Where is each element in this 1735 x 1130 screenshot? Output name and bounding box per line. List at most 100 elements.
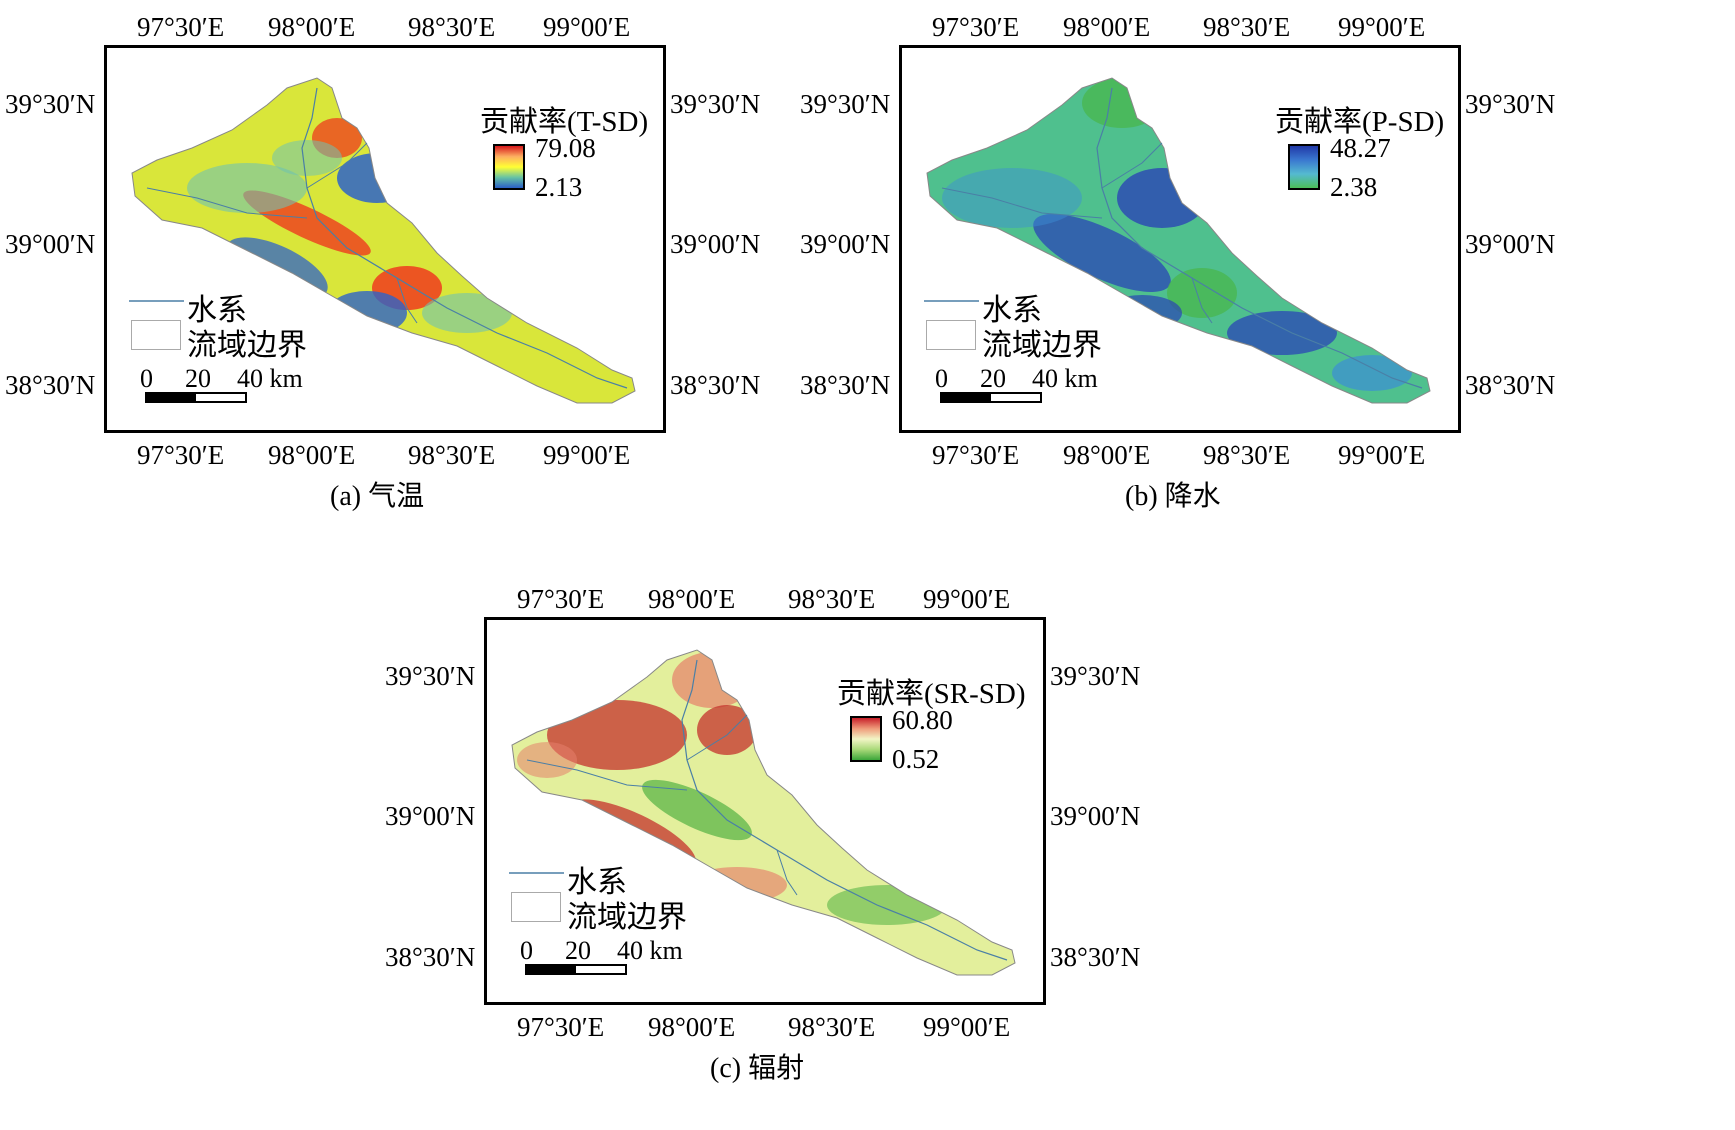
- top-lon-label: 98°30′E: [408, 12, 496, 42]
- left-lat-label: 38°30′N: [5, 370, 96, 400]
- map-frame: 贡献率(P-SD) 48.27 2.38 水系 流域边界 0 20 40 km: [899, 45, 1461, 433]
- scale-bar: [940, 392, 1042, 403]
- map-panel-a: 97°30′E 98°00′E 98°30′E 99°00′E 39°30′N …: [0, 0, 780, 560]
- bottom-lon-label: 99°00′E: [923, 1012, 1011, 1042]
- scale-bar: [525, 964, 627, 975]
- map-frame: 贡献率(T-SD) 79.08 2.13 水系 流域边界 0 20 40 km: [104, 45, 666, 433]
- basin-map: [926, 77, 1431, 404]
- river-legend-label: 水系: [567, 866, 627, 899]
- boundary-legend-box: [131, 320, 181, 350]
- left-lat-label: 39°00′N: [385, 801, 476, 831]
- scale-label: 20: [565, 936, 591, 965]
- top-lon-label: 97°30′E: [517, 584, 605, 614]
- raster-patch: [1082, 78, 1162, 128]
- scale-label: 20: [980, 364, 1006, 393]
- right-lat-label: 38°30′N: [1050, 942, 1141, 972]
- bottom-lon-label: 98°00′E: [268, 440, 356, 470]
- left-lat-label: 38°30′N: [800, 370, 891, 400]
- bottom-lon-label: 98°30′E: [1203, 440, 1291, 470]
- right-lat-label: 39°30′N: [670, 89, 761, 119]
- raster-patch: [1117, 168, 1207, 228]
- top-lon-label: 99°00′E: [923, 584, 1011, 614]
- river-legend-line: [129, 300, 184, 302]
- raster-patch: [187, 163, 307, 213]
- river: [941, 187, 1103, 219]
- right-lat-label: 39°30′N: [1050, 661, 1141, 691]
- scale-label: 40 km: [1032, 364, 1098, 393]
- river: [301, 87, 628, 389]
- top-lon-label: 98°30′E: [1203, 12, 1291, 42]
- right-lat-label: 38°30′N: [670, 370, 761, 400]
- river: [1096, 87, 1423, 389]
- bottom-lon-label: 99°00′E: [543, 440, 631, 470]
- bottom-lon-label: 97°30′E: [517, 1012, 605, 1042]
- top-lon-label: 99°00′E: [1338, 12, 1426, 42]
- river: [526, 759, 688, 791]
- bottom-lon-label: 98°00′E: [648, 1012, 736, 1042]
- top-lon-label: 98°00′E: [268, 12, 356, 42]
- colorbar: [1288, 144, 1320, 190]
- river: [776, 849, 798, 896]
- left-lat-label: 39°30′N: [385, 661, 476, 691]
- raster-patch: [517, 742, 577, 778]
- raster-patch: [1167, 268, 1237, 318]
- right-lat-label: 39°30′N: [1465, 89, 1556, 119]
- river: [396, 277, 418, 324]
- right-lat-label: 39°00′N: [1050, 801, 1141, 831]
- colorbar-max-label: 79.08: [535, 133, 596, 163]
- scale-label: 40 km: [237, 364, 303, 393]
- river-legend-label: 水系: [187, 294, 247, 327]
- colorbar: [493, 144, 525, 190]
- colorbar-min-label: 2.13: [535, 172, 583, 202]
- raster-patch: [942, 168, 1082, 228]
- scale-bar: [145, 392, 247, 403]
- raster-patch: [272, 140, 342, 176]
- basin-map: [131, 77, 636, 404]
- top-lon-label: 98°00′E: [1063, 12, 1151, 42]
- colorbar-max-label: 60.80: [892, 705, 953, 735]
- river: [686, 714, 748, 761]
- colorbar-min-label: 0.52: [892, 744, 940, 774]
- boundary-legend-label: 流域边界: [187, 329, 307, 362]
- top-lon-label: 99°00′E: [543, 12, 631, 42]
- bottom-lon-label: 98°00′E: [1063, 440, 1151, 470]
- raster-patch: [642, 779, 752, 841]
- boundary-legend-label: 流域边界: [982, 329, 1102, 362]
- basin-boundary: [926, 77, 1431, 404]
- river: [1101, 142, 1163, 189]
- colorbar-max-label: 48.27: [1330, 133, 1391, 163]
- top-lon-label: 97°30′E: [932, 12, 1020, 42]
- scale-label: 0: [935, 364, 948, 393]
- panel-caption: (a) 气温: [330, 481, 425, 512]
- panel-caption: (b) 降水: [1125, 481, 1221, 512]
- raster-patch: [547, 700, 687, 770]
- raster-patch: [327, 291, 407, 335]
- basin-boundary: [131, 77, 636, 404]
- right-lat-label: 39°00′N: [1465, 229, 1556, 259]
- map-panel-c: 97°30′E 98°00′E 98°30′E 99°00′E 39°30′N …: [380, 572, 1160, 1130]
- colorbar: [850, 716, 882, 762]
- basin-map: [511, 649, 1016, 976]
- map-frame: 贡献率(SR-SD) 60.80 0.52 水系 流域边界 0 20 40 km: [484, 617, 1046, 1005]
- top-lon-label: 97°30′E: [137, 12, 225, 42]
- scale-label: 0: [140, 364, 153, 393]
- raster-patch: [1033, 214, 1171, 292]
- raster-patch: [827, 885, 947, 925]
- map-panel-b: 97°30′E 98°00′E 98°30′E 99°00′E 39°30′N …: [795, 0, 1575, 560]
- colorbar-min-label: 2.38: [1330, 172, 1378, 202]
- top-lon-label: 98°30′E: [788, 584, 876, 614]
- left-lat-label: 39°30′N: [5, 89, 96, 119]
- bottom-lon-label: 98°30′E: [788, 1012, 876, 1042]
- scale-label: 40 km: [617, 936, 683, 965]
- raster-patch: [1332, 355, 1412, 391]
- boundary-legend-box: [926, 320, 976, 350]
- scale-label: 20: [185, 364, 211, 393]
- left-lat-label: 38°30′N: [385, 942, 476, 972]
- river-legend-line: [924, 300, 979, 302]
- boundary-legend-box: [511, 892, 561, 922]
- legend-title: 贡献率(SR-SD): [837, 678, 1026, 710]
- top-lon-label: 98°00′E: [648, 584, 736, 614]
- river: [1191, 277, 1213, 324]
- left-lat-label: 39°00′N: [800, 229, 891, 259]
- river: [681, 659, 1008, 961]
